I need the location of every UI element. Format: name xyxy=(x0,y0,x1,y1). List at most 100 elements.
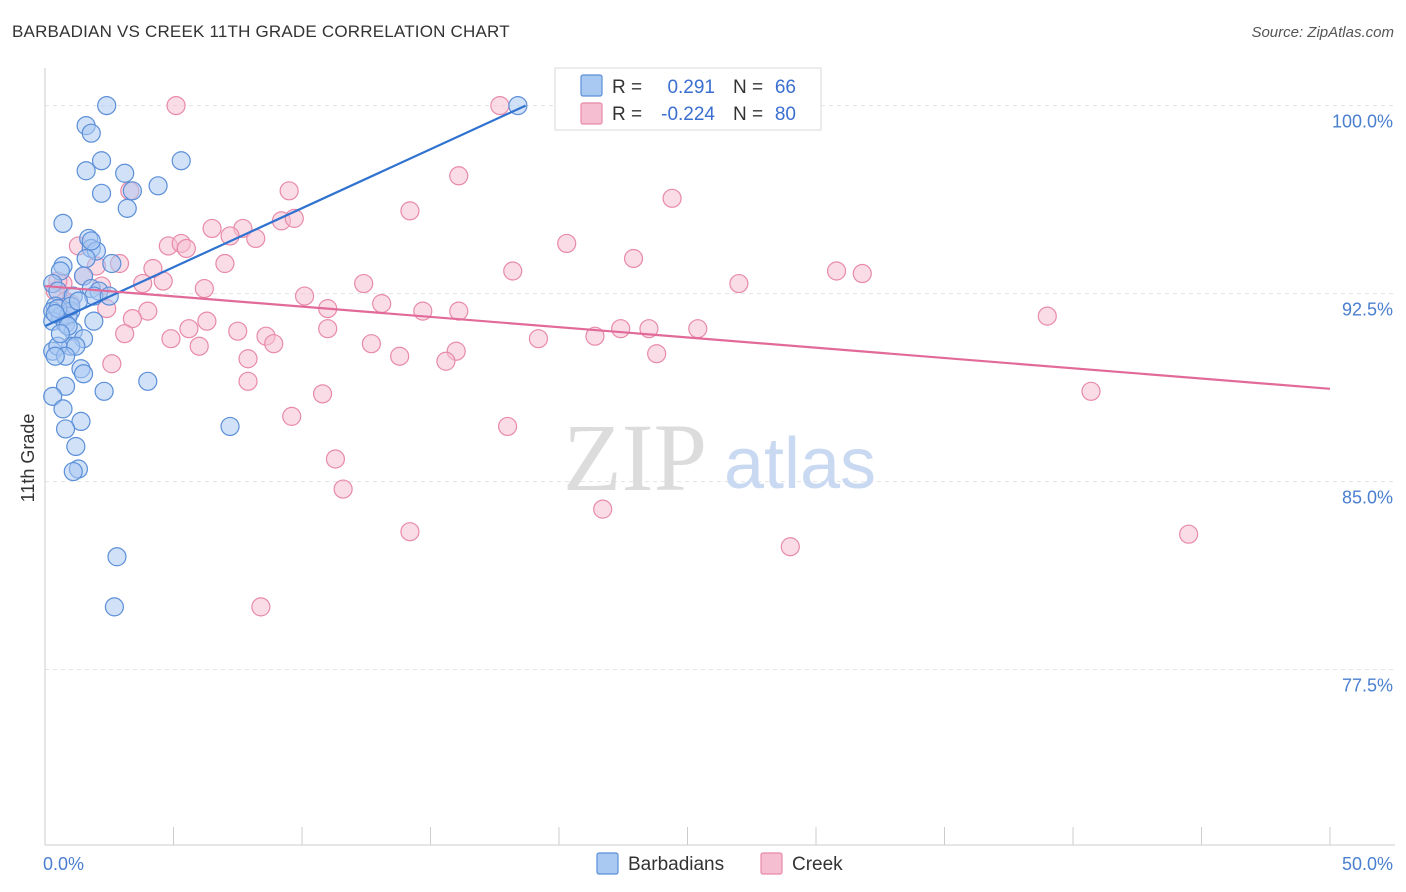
creek-point xyxy=(611,319,631,339)
barbadians-point xyxy=(43,386,63,406)
creek-point xyxy=(194,278,214,299)
barbadians-point xyxy=(71,411,91,432)
barbadians-point xyxy=(84,311,104,331)
y-tick-label: 100.0% xyxy=(1332,112,1393,132)
creek-point xyxy=(528,329,549,349)
source-credit: Source: ZipAtlas.com xyxy=(1251,24,1394,41)
y-tick-label: 85.0% xyxy=(1342,488,1393,508)
barbadians-trend-line xyxy=(44,104,527,328)
x-tick-label: 0.0% xyxy=(43,854,84,874)
x-tick-labels: 0.0% 50.0% xyxy=(43,854,1393,874)
creek-point xyxy=(102,354,122,374)
creek-point xyxy=(179,319,199,339)
creek-point xyxy=(1179,524,1199,544)
creek-point xyxy=(138,301,158,321)
legend-r-value: 0.291 xyxy=(667,77,715,98)
creek-point xyxy=(436,351,456,371)
creek-point xyxy=(279,181,299,201)
barbadians-point xyxy=(97,95,117,116)
creek-point xyxy=(318,319,338,339)
legend-label-barbadians: Barbadians xyxy=(628,854,724,875)
legend-r-label: R = xyxy=(612,77,642,98)
creek-point xyxy=(647,344,667,364)
creek-point xyxy=(228,321,248,341)
legend-r-label: R = xyxy=(612,104,642,125)
creek-point xyxy=(354,273,374,294)
legend-n-label: N = xyxy=(733,77,763,98)
barbadians-point xyxy=(76,161,96,181)
y-tick-labels: 77.5% 85.0% 92.5% 100.0% xyxy=(1332,112,1393,696)
creek-point xyxy=(312,384,333,404)
trend-lines xyxy=(44,104,1331,390)
creek-points xyxy=(45,95,1199,617)
barbadians-point xyxy=(115,163,135,183)
creek-point xyxy=(557,233,577,254)
creek-point xyxy=(498,416,518,437)
barbadians-point xyxy=(55,419,76,439)
barbadians-point xyxy=(117,198,137,218)
creek-point xyxy=(662,188,682,208)
barbadians-point xyxy=(73,364,94,384)
watermark: ZIP atlas xyxy=(563,404,876,511)
creek-point xyxy=(372,294,392,314)
creek-point xyxy=(238,349,258,369)
barbadians-point xyxy=(81,231,101,251)
creek-point xyxy=(780,537,800,557)
barbadians-point xyxy=(138,371,158,391)
creek-point xyxy=(115,324,135,344)
creek-point xyxy=(826,261,847,281)
creek-point xyxy=(623,248,644,269)
creek-point xyxy=(729,273,749,294)
barbadians-point xyxy=(76,248,96,269)
legend-label-creek: Creek xyxy=(792,854,843,875)
creek-trend-line xyxy=(44,284,1331,390)
creek-point xyxy=(852,263,872,284)
barbadians-point xyxy=(53,399,73,419)
legend-n-value: 80 xyxy=(775,104,796,125)
creek-point xyxy=(449,166,469,186)
legend-swatch-barbadians xyxy=(580,74,603,97)
creek-point xyxy=(361,334,381,354)
creek-point xyxy=(400,201,420,221)
barbadians-point xyxy=(91,151,112,171)
y-tick-label: 77.5% xyxy=(1342,676,1393,696)
legend-r-value: -0.224 xyxy=(661,104,715,125)
creek-point xyxy=(325,449,346,469)
barbadians-point xyxy=(50,324,71,344)
creek-point xyxy=(166,95,186,116)
creek-point xyxy=(1037,306,1057,326)
barbadians-points xyxy=(43,95,528,617)
creek-point xyxy=(215,253,235,274)
barbadians-point xyxy=(122,181,142,201)
legend-n-label: N = xyxy=(733,104,763,125)
legend-swatch-creek xyxy=(760,852,783,875)
watermark-zip: ZIP xyxy=(563,404,707,511)
stats-legend: R = 0.291 N = 66 R = -0.224 N = 80 xyxy=(554,67,822,131)
creek-point xyxy=(503,261,523,281)
legend-n-value: 66 xyxy=(775,77,796,98)
barbadians-point xyxy=(55,376,76,396)
chart-title: BARBADIAN VS CREEK 11TH GRADE CORRELATIO… xyxy=(12,22,510,41)
legend-swatch-barbadians xyxy=(596,852,619,875)
creek-point xyxy=(490,95,510,116)
creek-point xyxy=(688,319,708,339)
barbadians-point xyxy=(45,346,65,366)
creek-point xyxy=(189,336,209,356)
y-axis-title: 11th Grade xyxy=(18,414,38,503)
watermark-atlas: atlas xyxy=(724,424,876,504)
barbadians-point xyxy=(102,253,122,274)
barbadians-point xyxy=(66,436,86,457)
legend-swatch-creek xyxy=(580,102,603,125)
creek-point xyxy=(333,479,353,499)
creek-point xyxy=(294,286,315,306)
barbadians-point xyxy=(91,183,112,203)
barbadians-point xyxy=(220,416,240,437)
creek-point xyxy=(161,329,181,349)
barbadians-point xyxy=(171,151,191,171)
creek-point xyxy=(585,326,605,346)
barbadians-point xyxy=(53,213,73,233)
barbadians-point xyxy=(94,381,114,401)
series-legend: Barbadians Creek xyxy=(596,852,843,875)
creek-point xyxy=(176,238,196,259)
barbadians-point xyxy=(104,597,124,617)
